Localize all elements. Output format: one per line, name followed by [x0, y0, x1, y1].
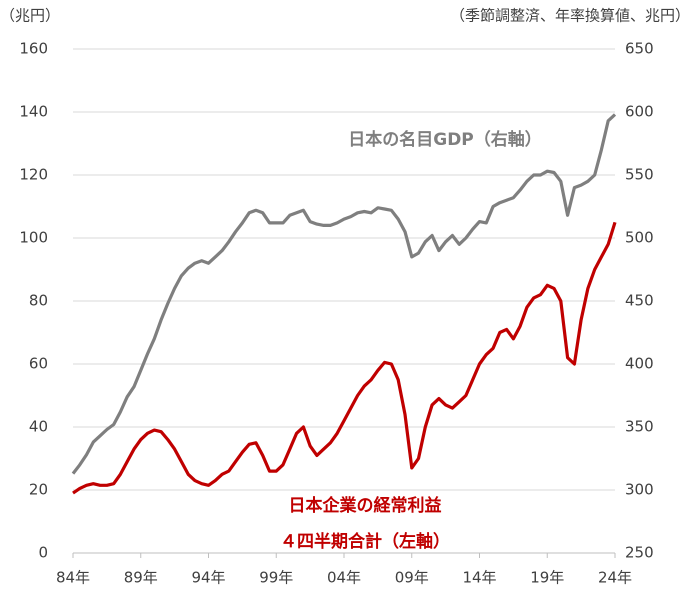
y-tick-label: 80 — [29, 292, 48, 310]
y2-tick-label: 450 — [625, 292, 654, 310]
x-tick-label: 04年 — [327, 569, 361, 587]
y-axis-label: （兆円） — [0, 7, 60, 25]
x-tick-label: 89年 — [124, 569, 158, 587]
y-tick-label: 20 — [29, 481, 48, 499]
annotation: 日本企業の経常利益 — [289, 495, 442, 516]
y2-tick-label: 550 — [625, 166, 654, 184]
y2-tick-label: 500 — [625, 229, 654, 247]
y-tick-label: 40 — [29, 418, 48, 436]
y2-tick-label: 250 — [625, 544, 654, 562]
annotation: 日本の名目GDP（右軸） — [348, 129, 542, 150]
y-tick-label: 160 — [19, 40, 48, 58]
y-tick-label: 140 — [19, 103, 48, 121]
y2-tick-label: 300 — [625, 481, 654, 499]
y2-tick-label: 350 — [625, 418, 654, 436]
x-tick-label: 14年 — [462, 569, 496, 587]
x-tick-label: 19年 — [530, 569, 564, 587]
x-tick-label: 99年 — [259, 569, 293, 587]
x-tick-label: 84年 — [56, 569, 90, 587]
y-tick-label: 0 — [38, 544, 48, 562]
annotation: ４四半期合計（左軸） — [280, 531, 450, 552]
y-tick-label: 60 — [29, 355, 48, 373]
series-line — [71, 113, 617, 475]
y2-tick-label: 400 — [625, 355, 654, 373]
y2-tick-label: 650 — [625, 40, 654, 58]
y-tick-label: 100 — [19, 229, 48, 247]
x-tick-label: 24年 — [598, 569, 632, 587]
x-tick-label: 94年 — [191, 569, 225, 587]
y2-tick-label: 600 — [625, 103, 654, 121]
series-line — [72, 221, 617, 495]
y-tick-label: 120 — [19, 166, 48, 184]
y2-axis-label: （季節調整済、年率換算値、兆円） — [450, 7, 690, 25]
x-tick-label: 09年 — [395, 569, 429, 587]
